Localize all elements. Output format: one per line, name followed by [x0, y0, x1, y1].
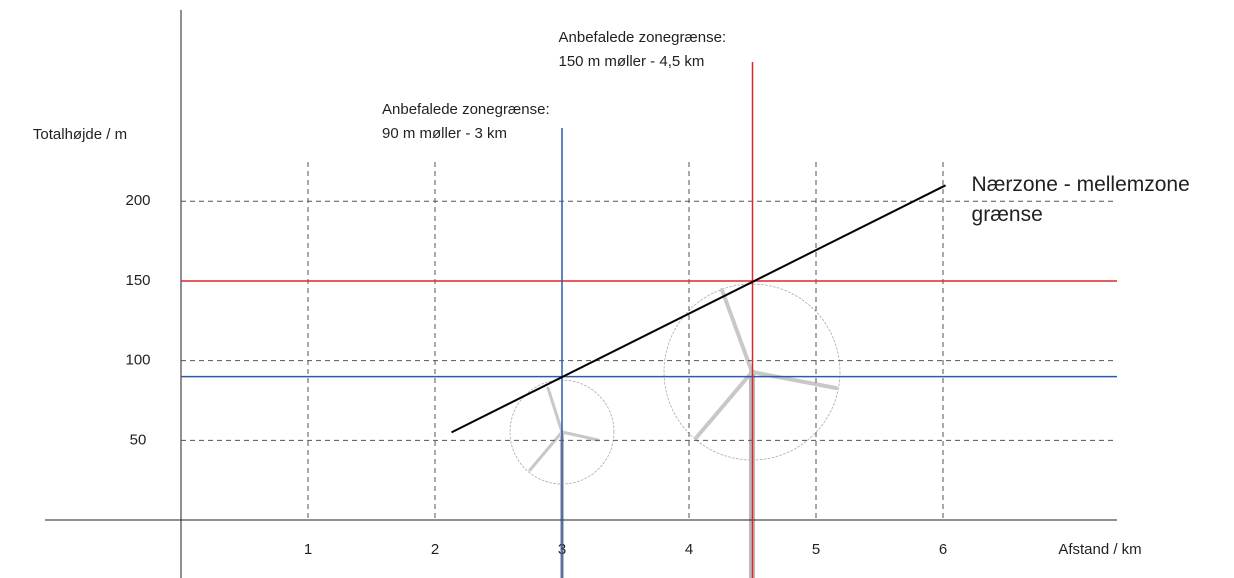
- x-tick-label: 2: [431, 541, 439, 558]
- x-tick-label: 6: [939, 541, 947, 558]
- x-tick-label: 1: [304, 541, 312, 558]
- y-tick-label: 150: [125, 272, 150, 289]
- reference-label: 150 m møller - 4,5 km: [559, 53, 705, 70]
- line: [452, 185, 946, 432]
- y-tick-label: 100: [125, 352, 150, 369]
- line-label: grænse: [972, 203, 1043, 226]
- y-tick-label: 200: [125, 192, 150, 209]
- reference-label: Anbefalede zonegrænse:: [559, 29, 727, 46]
- x-tick-label: 5: [812, 541, 820, 558]
- reference-label: Anbefalede zonegrænse:: [382, 101, 550, 118]
- reference-label: 90 m møller - 3 km: [382, 125, 507, 142]
- chart: Totalhøjde / m Afstand / km 50 100 150 200 1…: [0, 0, 1234, 578]
- y-tick-label: 50: [130, 431, 147, 448]
- line-label: Nærzone - mellemzone: [972, 173, 1190, 196]
- x-tick-label: 4: [685, 541, 693, 558]
- y-axis-label: Totalhøjde / m: [33, 126, 127, 143]
- blades: [696, 290, 836, 438]
- x-axis-label: Afstand / km: [1058, 541, 1141, 558]
- turbines: [510, 284, 840, 578]
